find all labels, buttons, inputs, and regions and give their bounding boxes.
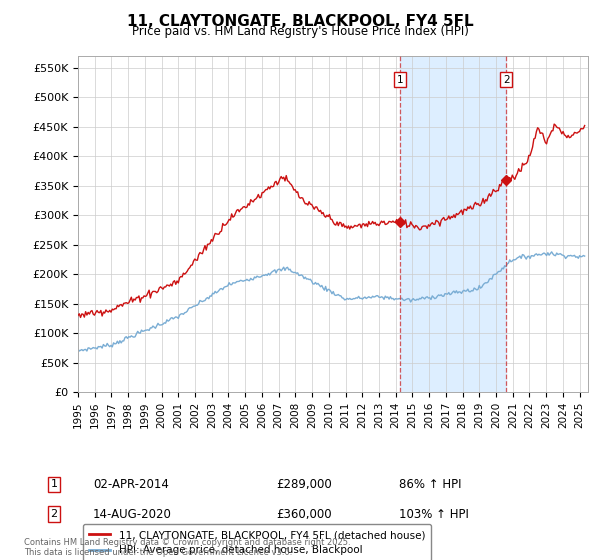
Text: 86% ↑ HPI: 86% ↑ HPI [399,478,461,491]
Text: 11, CLAYTONGATE, BLACKPOOL, FY4 5FL: 11, CLAYTONGATE, BLACKPOOL, FY4 5FL [127,14,473,29]
Bar [400,56,506,392]
Text: 02-APR-2014: 02-APR-2014 [93,478,169,491]
Text: Contains HM Land Registry data © Crown copyright and database right 2025.
This d: Contains HM Land Registry data © Crown c… [24,538,350,557]
Text: Price paid vs. HM Land Registry's House Price Index (HPI): Price paid vs. HM Land Registry's House … [131,25,469,38]
Text: 2: 2 [503,74,510,85]
Text: 103% ↑ HPI: 103% ↑ HPI [399,507,469,521]
Text: 1: 1 [50,479,58,489]
Text: 1: 1 [397,74,403,85]
Text: £289,000: £289,000 [276,478,332,491]
Text: £360,000: £360,000 [276,507,332,521]
Text: 2: 2 [50,509,58,519]
Text: 14-AUG-2020: 14-AUG-2020 [93,507,172,521]
Legend: 11, CLAYTONGATE, BLACKPOOL, FY4 5FL (detached house), HPI: Average price, detach: 11, CLAYTONGATE, BLACKPOOL, FY4 5FL (det… [83,524,431,560]
